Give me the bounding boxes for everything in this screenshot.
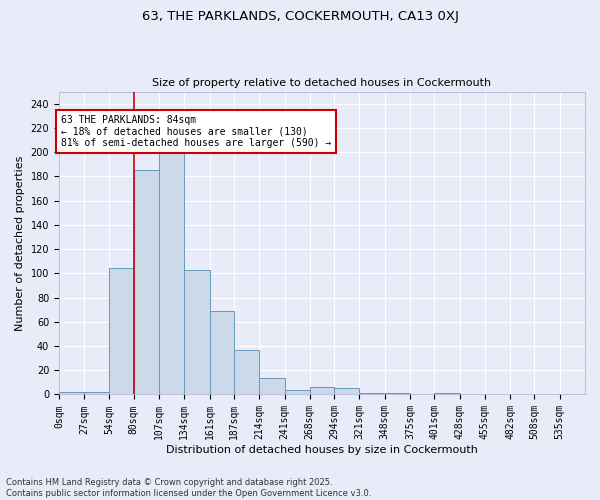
Bar bbox=[159, 152, 184, 394]
Bar bbox=[59, 392, 84, 394]
Title: Size of property relative to detached houses in Cockermouth: Size of property relative to detached ho… bbox=[152, 78, 491, 88]
Bar bbox=[184, 270, 209, 394]
Bar bbox=[134, 170, 159, 394]
Bar bbox=[259, 378, 284, 394]
Bar bbox=[334, 388, 359, 394]
Y-axis label: Number of detached properties: Number of detached properties bbox=[15, 156, 25, 330]
Bar bbox=[310, 387, 334, 394]
Bar bbox=[284, 390, 310, 394]
Bar bbox=[84, 392, 109, 394]
X-axis label: Distribution of detached houses by size in Cockermouth: Distribution of detached houses by size … bbox=[166, 445, 478, 455]
Text: 63, THE PARKLANDS, COCKERMOUTH, CA13 0XJ: 63, THE PARKLANDS, COCKERMOUTH, CA13 0XJ bbox=[142, 10, 458, 23]
Text: 63 THE PARKLANDS: 84sqm
← 18% of detached houses are smaller (130)
81% of semi-d: 63 THE PARKLANDS: 84sqm ← 18% of detache… bbox=[61, 114, 331, 148]
Bar bbox=[209, 311, 234, 394]
Text: Contains HM Land Registry data © Crown copyright and database right 2025.
Contai: Contains HM Land Registry data © Crown c… bbox=[6, 478, 371, 498]
Bar bbox=[234, 350, 259, 395]
Bar bbox=[109, 268, 134, 394]
